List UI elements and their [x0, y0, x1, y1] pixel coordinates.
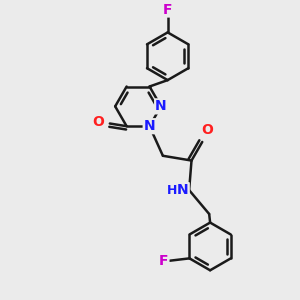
- Text: O: O: [201, 123, 213, 137]
- Text: F: F: [163, 2, 172, 16]
- Text: N: N: [155, 99, 167, 113]
- Text: O: O: [92, 116, 104, 129]
- Text: H: H: [167, 184, 178, 196]
- Text: N: N: [144, 119, 155, 133]
- Text: N: N: [177, 183, 189, 197]
- Text: F: F: [159, 254, 168, 268]
